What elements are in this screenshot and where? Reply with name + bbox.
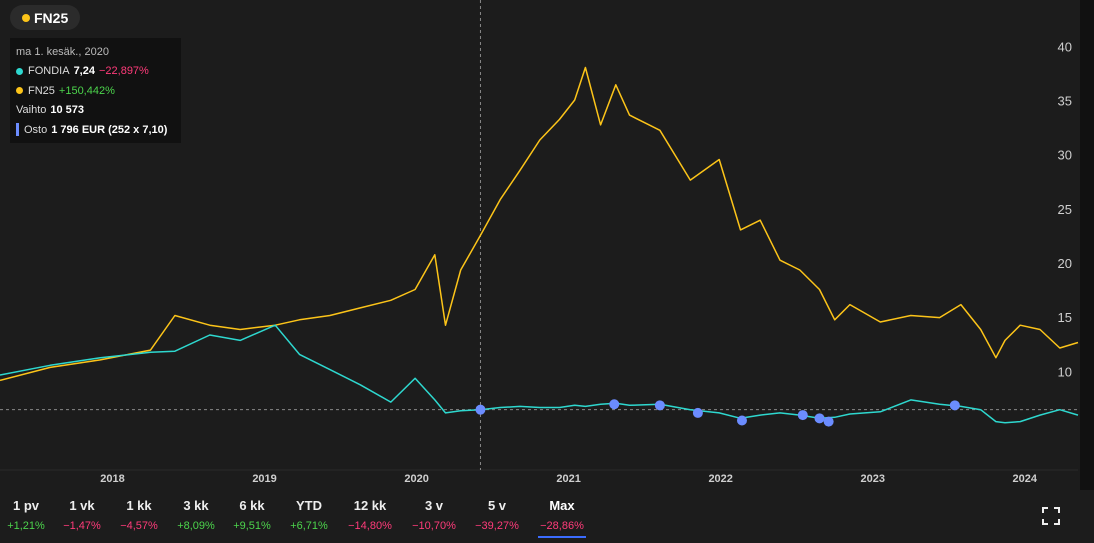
edge [1080,0,1094,490]
y-tick-label: 35 [1058,94,1072,109]
trade-marker [823,416,834,427]
tooltip-row: FN25 +150,442% [16,81,175,101]
range-change: +1,21% [7,520,45,532]
series-line [0,324,1079,424]
name: FONDIA [28,65,70,78]
range-button[interactable]: 6 kk +9,51% [222,492,282,532]
range-button[interactable]: 3 kk +8,09% [166,492,226,532]
range-change: −28,86% [540,520,584,532]
range-label: 3 v [424,498,444,513]
change: +150,442% [58,84,115,97]
x-tick-label: 2020 [404,473,428,485]
range-button[interactable]: 1 pv +1,21% [0,492,56,532]
trade-marker [654,400,665,411]
x-tick-label: 2019 [252,473,276,485]
range-change: −4,57% [120,520,158,532]
range-button[interactable]: 3 v −10,70% [404,492,464,532]
range-button[interactable]: 1 kk −4,57% [109,492,169,532]
y-tick-label: 20 [1058,256,1072,271]
name: Vaihto [16,104,47,117]
symbol: FN25 [34,9,69,26]
trade-marker [609,399,620,410]
range-button[interactable]: Max −28,86% [532,492,592,538]
tooltip-row: FONDIA 7,24 −22,897% [16,62,175,82]
range-label: 12 kk [353,498,387,513]
y-tick-label: 15 [1058,310,1072,325]
range-label: Max [549,498,575,513]
x-tick-label: 2021 [556,473,580,485]
name: Osto [24,123,48,136]
change: −22,897% [98,65,149,78]
range-change: +8,09% [177,520,215,532]
range-label: 6 kk [239,498,265,513]
tooltip-row: Osto 1 796 EUR (252 x 7,10) [16,120,175,140]
value: 1 796 EUR (252 x 7,10) [51,123,168,136]
range-button[interactable]: YTD +6,71% [279,492,339,532]
tooltip-row: Vaihto 10 573 [16,101,175,121]
trade-marker [692,407,703,418]
chart: 10 15 20 25 30 35 40 2018 2019 2020 2021 2022 2023 20… [0,0,1094,490]
fullscreen-icon [1042,507,1060,525]
range-button[interactable]: 5 v −39,27% [467,492,527,532]
dot [22,13,30,22]
name: FN25 [28,84,55,97]
y-tick-label: 10 [1058,364,1072,379]
trade-marker [736,415,747,426]
symbol-pill[interactable]: FN25 [10,5,81,30]
value: 7,24 [73,65,95,78]
series-line [0,66,1079,382]
dot [16,67,23,75]
marker [16,123,19,137]
x-tick-label: 2018 [100,473,124,485]
trade-marker [949,400,960,411]
range-button[interactable]: 12 kk −14,80% [340,492,400,532]
range-label: 1 pv [12,498,39,513]
y-tick-label: 25 [1058,202,1072,217]
tooltip: ma 1. kesäk., 2020 FONDIA 7,24 −22,897% FN… [10,38,181,143]
range-change: +9,51% [233,520,271,532]
x-tick-label: 2022 [708,473,732,485]
range-label: 1 kk [126,498,152,513]
range-change: −1,47% [63,520,101,532]
x-tick-label: 2024 [1013,473,1038,485]
y-tick-label: 40 [1058,39,1072,54]
x-tick-label: 2023 [860,473,884,485]
range-selector: 1 pv +1,21% 1 vk −1,47% 1 kk −4,57% 3 kk +8,09%… [0,492,600,543]
range-change: −39,27% [475,520,519,532]
value: 10 573 [50,104,85,117]
range-button[interactable]: 1 vk −1,47% [52,492,112,532]
trade-marker [475,404,486,415]
range-label: 5 v [487,498,507,513]
range-change: −14,80% [348,520,392,532]
fullscreen-button[interactable] [1042,507,1060,525]
range-label: 3 kk [183,498,209,513]
range-change: −10,70% [412,520,456,532]
range-label: YTD [296,498,322,513]
range-label: 1 vk [69,498,95,513]
trade-marker [814,413,825,424]
dot [16,87,23,95]
range-change: +6,71% [290,520,328,532]
y-tick-label: 30 [1058,148,1072,163]
tooltip-date: ma 1. kesäk., 2020 [16,45,109,58]
trade-marker [797,410,808,421]
